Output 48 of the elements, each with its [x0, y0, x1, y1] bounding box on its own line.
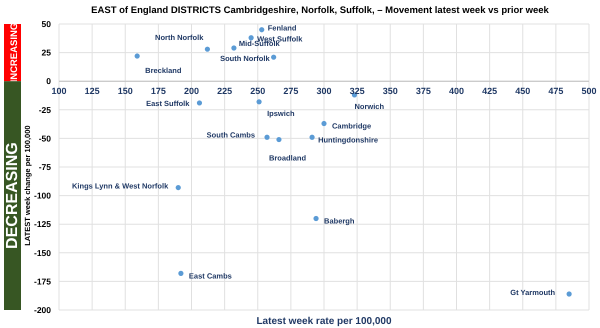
y-tick-label: -50 [38, 133, 52, 144]
x-tick-label: 225 [217, 86, 232, 96]
y-tick-label: -100 [34, 190, 52, 201]
point [276, 136, 282, 142]
point [264, 134, 270, 140]
y-tick-label: -150 [34, 248, 52, 258]
x-tick-label: 175 [150, 86, 166, 96]
x-tick-label: 275 [283, 86, 298, 96]
y-tick-label: -125 [34, 219, 52, 230]
x-tick-label: 425 [482, 86, 498, 96]
y-tick-label: -200 [34, 305, 52, 316]
text: INCREASING [9, 22, 20, 82]
point [313, 216, 319, 222]
point [271, 54, 276, 60]
x-tick-label: 400 [448, 86, 464, 96]
x-tick-label: 350 [382, 86, 398, 96]
x-tick-label: 300 [316, 86, 332, 96]
y-tick-label: 50 [42, 19, 52, 30]
x-tick-label: 150 [118, 86, 133, 96]
chart-title: EAST of England DISTRICTS Cambridgeshire, Norfolk, Suffolk, – Movement latest week vs prior week [91, 5, 550, 16]
y-tick-label: 0 [46, 76, 52, 86]
x-tick-label: 325 [350, 86, 365, 96]
point [176, 184, 181, 190]
point [134, 53, 140, 59]
x-tick-label: 125 [84, 86, 100, 96]
point [321, 120, 327, 126]
point [204, 46, 210, 52]
point [196, 100, 202, 106]
x-tick-label: 450 [515, 86, 530, 96]
x-tick-label: 475 [548, 86, 564, 96]
y-tick-label: -175 [34, 276, 52, 286]
y-tick-label: 25 [42, 48, 52, 58]
point [566, 291, 572, 297]
y-tick-label: -25 [38, 104, 52, 115]
point [178, 270, 184, 276]
x-tick-label: 375 [416, 86, 431, 96]
point [256, 99, 262, 104]
point [231, 45, 236, 51]
x-tick-label: 250 [250, 86, 266, 96]
x-tick-label: 500 [581, 86, 597, 96]
x-tick-label: 200 [184, 86, 200, 96]
text: DECREASING [4, 142, 21, 249]
x-tick-label: 100 [51, 86, 67, 96]
y-tick-label: -75 [38, 162, 52, 172]
point [309, 134, 315, 140]
point [248, 35, 254, 40]
point [259, 27, 264, 32]
x-axis-title: Latest week rate per 100,000 [256, 316, 392, 327]
